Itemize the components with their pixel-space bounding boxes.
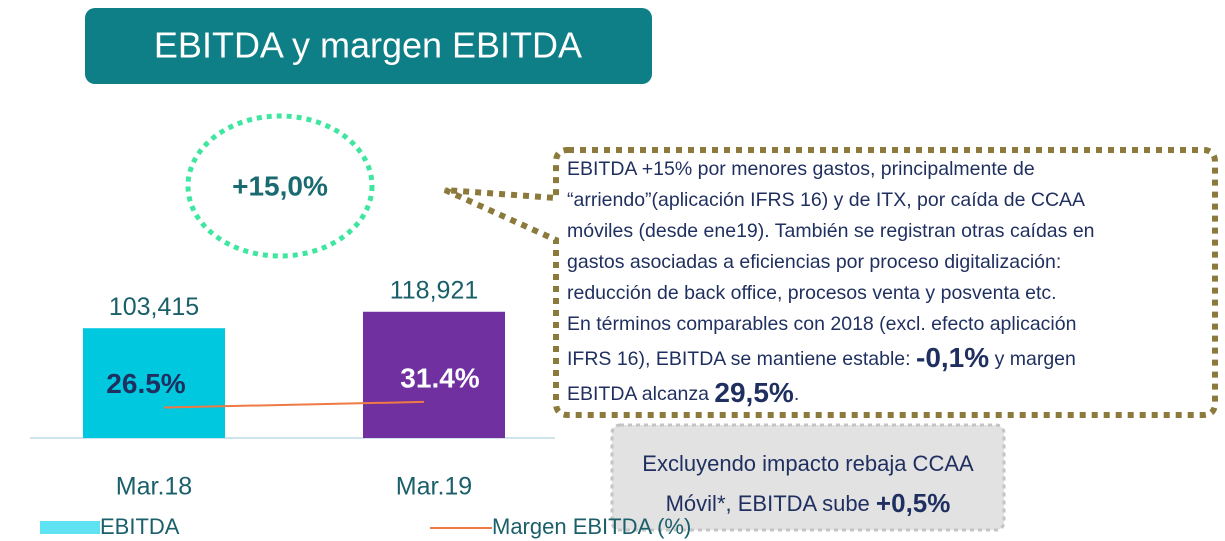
callout-line: EBITDA +15% por menores gastos, principa… [567, 158, 1035, 180]
legend-label: Margen EBITDA (%) [492, 514, 691, 539]
text-run: . [794, 383, 799, 405]
text-run: IFRS 16), EBITDA se mantiene estable: [567, 348, 916, 370]
callout-line: IFRS 16), EBITDA se mantiene estable: -0… [567, 342, 1076, 373]
badge: +15,0% [232, 170, 328, 201]
callout-line: reducción de back office, procesos venta… [567, 282, 1057, 304]
callout-line: EBITDA alcanza 29,5%. [567, 377, 799, 408]
note-box [610, 423, 1006, 532]
badge-outline [185, 113, 375, 259]
text-run: En términos comparables con 2018 (excl. … [567, 313, 1076, 335]
legend-swatch [40, 521, 100, 534]
text-run: gastos asociadas a eficiencias por proce… [567, 251, 1061, 273]
callout-line: gastos asociadas a eficiencias por proce… [567, 251, 1061, 273]
line-value-label: 31.4% [400, 362, 479, 393]
margin-line [163, 400, 425, 409]
text-run: y margen [989, 348, 1076, 370]
callout-box [443, 147, 1218, 418]
bar [363, 311, 505, 438]
bar [83, 328, 225, 438]
note-line: Excluyendo impacto rebaja CCAA [642, 451, 974, 476]
text-run: EBITDA +15% por menores gastos, principa… [567, 158, 1035, 180]
emphasis: 29,5% [714, 377, 793, 408]
title-box [85, 8, 652, 84]
callout-line: móviles (desde ene19). También se regist… [567, 220, 1095, 242]
x-tick-label: Mar.19 [396, 473, 472, 501]
emphasis: -0,1% [916, 342, 989, 373]
text-run: Excluyendo impacto rebaja CCAA [642, 451, 974, 476]
callout-line: En términos comparables con 2018 (excl. … [567, 313, 1076, 335]
bar-value-label: 103,415 [109, 293, 199, 321]
legend-label: EBITDA [100, 514, 180, 539]
x-tick-label: Mar.18 [116, 473, 192, 501]
text-run: Móvil*, EBITDA sube [666, 491, 876, 516]
text-run: reducción de back office, procesos venta… [567, 282, 1057, 304]
line-value-label: 26.5% [106, 368, 185, 399]
note-line: Móvil*, EBITDA sube +0,5% [666, 488, 951, 518]
bar-value-label: 118,921 [390, 276, 479, 304]
callout-line: “arriendo”(aplicación IFRS 16) y de ITX,… [567, 189, 1085, 211]
emphasis: +0,5% [876, 488, 950, 518]
text-run: móviles (desde ene19). También se regist… [567, 220, 1095, 242]
text-run: EBITDA alcanza [567, 383, 714, 405]
text-run: “arriendo”(aplicación IFRS 16) y de ITX,… [567, 189, 1085, 211]
title: EBITDA y margen EBITDA [154, 25, 582, 66]
